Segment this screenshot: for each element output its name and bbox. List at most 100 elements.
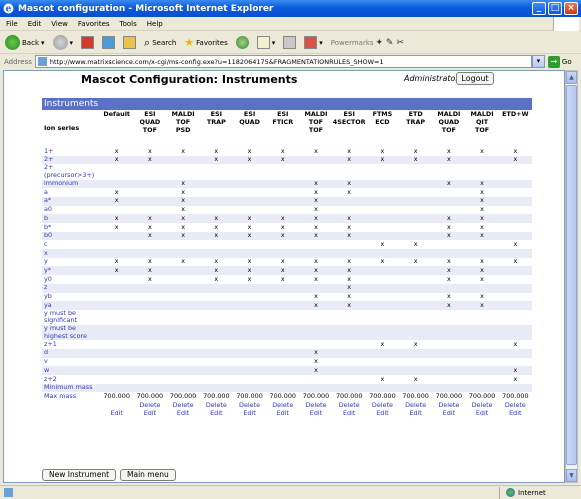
logout-button[interactable]: Logout [456, 72, 494, 85]
delete-link[interactable]: Delete [371, 400, 393, 409]
vertical-scrollbar[interactable]: ▲ ▼ [565, 70, 578, 483]
table-row: 2+ (precursor>3+) [42, 164, 532, 179]
table-cell [100, 240, 133, 249]
print-button[interactable] [281, 34, 298, 52]
table-cell: x [199, 214, 233, 223]
table-cell [100, 375, 133, 384]
menu-help[interactable]: Help [146, 19, 163, 28]
table-cell: x [314, 205, 318, 214]
ion-series-label: y must be highest score [42, 324, 101, 341]
scroll-thumb[interactable] [566, 85, 577, 465]
edit-link[interactable]: Edit [409, 409, 422, 418]
edit-button[interactable]: ▾ [302, 34, 325, 52]
table-cell: x [133, 266, 167, 276]
table-cell [232, 249, 267, 258]
delete-link[interactable]: Delete [205, 400, 227, 409]
table-cell [100, 366, 134, 375]
edit-link[interactable]: Edit [210, 409, 223, 418]
edit-link[interactable]: Edit [243, 409, 256, 418]
menu-file[interactable]: File [6, 19, 18, 28]
chevron-down-icon: ▾ [41, 38, 45, 47]
favorites-button[interactable]: ★ Favorites [182, 34, 230, 52]
go-button[interactable]: → Go [547, 55, 572, 68]
ion-series-label: x [42, 249, 101, 258]
main-menu-button[interactable]: Main menu [120, 469, 176, 481]
table-cell [499, 164, 532, 179]
delete-link[interactable]: Delete [139, 400, 161, 409]
search-button[interactable]: ⌕ Search [142, 34, 178, 52]
delete-link[interactable]: Delete [338, 400, 360, 409]
edit-icon [304, 36, 318, 49]
table-cell [432, 240, 465, 249]
max-mass-value: 700.000 [269, 391, 296, 400]
scroll-down-button[interactable]: ▼ [566, 469, 577, 482]
stop-button[interactable] [79, 34, 96, 52]
back-label: Back [22, 38, 39, 47]
home-button[interactable] [121, 34, 138, 52]
edit-link[interactable]: Edit [176, 409, 190, 418]
mail-button[interactable]: ▾ [255, 34, 278, 52]
edit-link[interactable]: Edit [143, 409, 157, 418]
table-cell [232, 366, 267, 375]
table-cell: x [314, 222, 318, 231]
menu-favorites[interactable]: Favorites [77, 19, 110, 28]
address-input[interactable]: http://www.matrixscience.com/x-cgi/ms-co… [34, 55, 532, 68]
table-cell [299, 325, 333, 341]
table-cell [432, 283, 466, 293]
table-cell [333, 240, 366, 249]
new-instrument-button[interactable]: New Instrument [42, 469, 117, 481]
menu-edit[interactable]: Edit [27, 19, 42, 28]
scroll-up-button[interactable]: ▲ [566, 71, 577, 84]
table-cell: x [181, 146, 185, 155]
ion-series-label: v [44, 357, 48, 366]
delete-link[interactable]: Delete [471, 400, 493, 409]
table-cell: x [214, 274, 219, 283]
table-cell [199, 348, 233, 358]
table-cell [465, 383, 499, 393]
edit-link[interactable]: Edit [442, 409, 456, 418]
table-cell [399, 214, 433, 223]
edit-link[interactable]: Edit [343, 409, 356, 418]
ion-series-label: b* [44, 222, 52, 231]
powermarks-button[interactable]: Powermarks ✦ ✎ ✂ [329, 34, 406, 52]
column-header: MALDI TOF TOF [304, 110, 328, 134]
address-label: Address [4, 57, 32, 66]
table-cell [465, 358, 498, 367]
table-cell [465, 366, 499, 375]
table-cell [100, 283, 134, 293]
history-button[interactable] [234, 34, 251, 52]
edit-link[interactable]: Edit [475, 409, 489, 418]
delete-link[interactable]: Delete [239, 400, 261, 409]
table-cell [167, 293, 200, 302]
close-button[interactable]: × [564, 2, 578, 15]
edit-link[interactable]: Edit [509, 409, 522, 418]
minimize-button[interactable]: _ [532, 2, 546, 15]
edit-link[interactable]: Edit [276, 409, 289, 418]
delete-link[interactable]: Delete [172, 400, 194, 409]
table-cell [133, 325, 167, 341]
delete-link[interactable]: Delete [438, 400, 460, 409]
table-row: y* x x x x x x x x x [42, 266, 532, 276]
edit-link[interactable]: Edit [376, 409, 389, 418]
delete-link[interactable]: Delete [272, 400, 294, 409]
table-cell: x [480, 292, 484, 301]
menu-tools[interactable]: Tools [119, 19, 137, 28]
menu-view[interactable]: View [51, 19, 68, 28]
delete-link[interactable]: Delete [504, 400, 526, 409]
refresh-button[interactable] [100, 34, 117, 52]
search-label: Search [152, 38, 177, 47]
address-dropdown-button[interactable]: ▾ [531, 55, 545, 68]
edit-link[interactable]: Edit [110, 409, 123, 418]
table-cell [499, 206, 532, 215]
edit-link[interactable]: Edit [309, 409, 323, 418]
delete-link[interactable]: Delete [405, 400, 427, 409]
forward-button[interactable]: ▾ [51, 34, 76, 52]
table-cell [100, 179, 134, 189]
back-button[interactable]: Back ▾ [3, 34, 47, 52]
ion-series-label: b [42, 214, 101, 223]
maximize-button[interactable]: □ [548, 2, 562, 15]
table-cell [498, 325, 532, 341]
delete-link[interactable]: Delete [305, 400, 327, 409]
